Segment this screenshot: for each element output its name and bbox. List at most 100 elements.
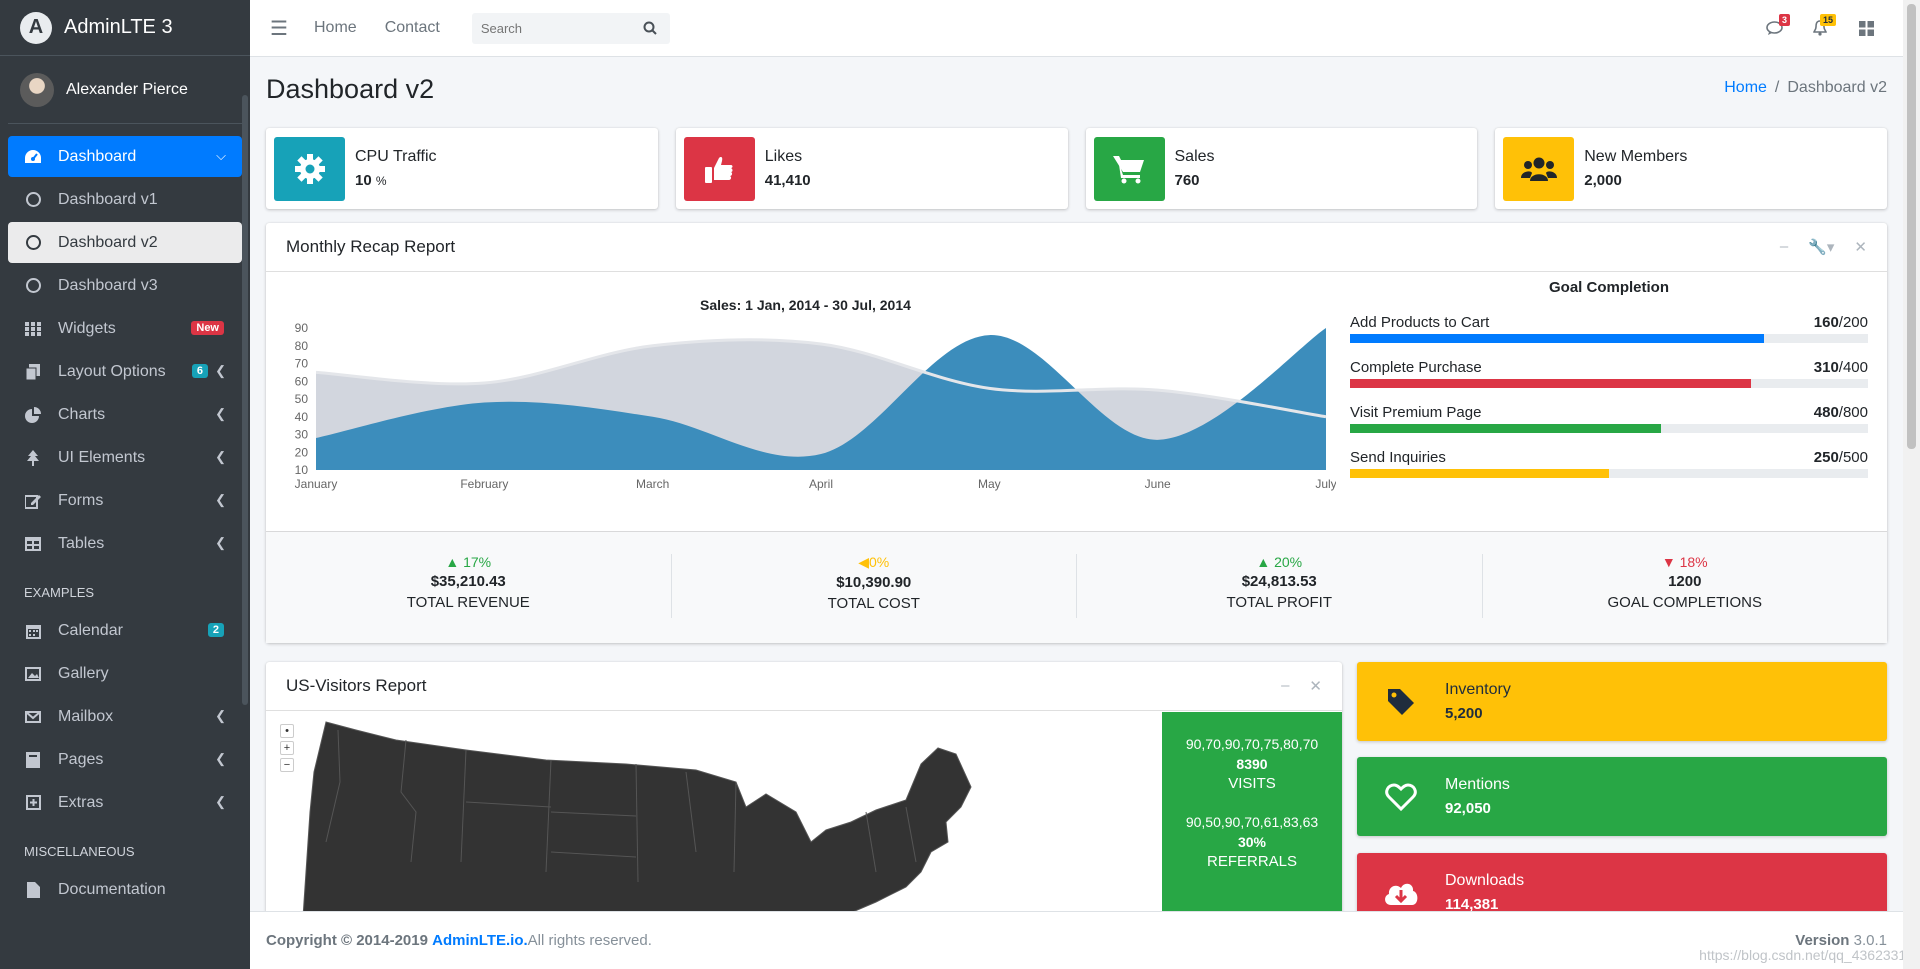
info-box-label: CPU Traffic [355,147,437,165]
sparkline-values: 90,50,90,70,61,83,63 [1185,814,1319,830]
sidebar-item-gallery[interactable]: Gallery [8,653,242,694]
info-box-members: New Members 2,000 [1495,128,1887,209]
breadcrumb: Home / Dashboard v2 [1724,79,1887,96]
notifications-icon[interactable]: 15 [1797,8,1843,48]
watermark: https://blog.csdn.net/qq_43623319 [1699,947,1914,963]
y-tick-label: 80 [295,339,309,353]
sidebar-item-layout-options[interactable]: Layout Options 6 ❮ [8,351,242,392]
referrals-label: REFERRALS [1206,853,1298,870]
adminlte-link[interactable]: AdminLTE.io. [432,932,528,949]
close-icon[interactable]: ✕ [1854,239,1867,256]
sidebar-item-label: Extras [58,793,104,811]
user-panel[interactable]: Alexander Pierce [8,56,242,124]
sidebar-item-label: Dashboard v1 [58,190,158,208]
version-info: Version 3.0.1 [1795,932,1887,949]
tag-icon [1357,687,1445,717]
close-icon[interactable]: ✕ [1309,678,1322,695]
nav-link-home[interactable]: Home [314,19,357,36]
breadcrumb-home-link[interactable]: Home [1724,79,1767,96]
sidebar-item-charts[interactable]: Charts ❮ [8,394,242,435]
sidebar-item-forms[interactable]: Forms ❮ [8,480,242,521]
book-icon [22,750,44,770]
plus-square-icon [22,793,44,813]
goal-label: Visit Premium Page [1350,404,1482,421]
x-tick-label: April [809,477,833,491]
caret-down-icon: ▼ [1661,554,1676,570]
sidebar-item-dashboard[interactable]: Dashboard ⌵ [8,136,242,177]
us-map[interactable]: • + − [266,712,1162,911]
sidebar-item-mailbox[interactable]: Mailbox ❮ [8,696,242,737]
referrals-value: 30% [1237,834,1267,850]
chevron-left-icon: ❮ [215,406,226,421]
zoom-out-icon[interactable]: − [280,758,294,772]
visits-label: VISITS [1228,775,1276,792]
navbar-right: 3 15 [1751,8,1889,48]
us-map-shape [302,721,972,911]
menu-toggle-icon[interactable]: ☰ [270,17,288,40]
messages-icon[interactable]: 3 [1751,8,1797,48]
search-input[interactable] [471,12,632,44]
caret-up-icon: ▲ [1256,554,1271,570]
th-icon [22,319,44,339]
scrollbar-thumb[interactable] [1907,4,1916,449]
y-tick-label: 40 [295,410,309,424]
search-icon[interactable] [632,13,668,44]
info-box-label: Sales [1174,147,1215,165]
goal-total: /800 [1838,404,1868,421]
count-badge: 2 [207,623,224,637]
sidebar-item-label: Layout Options [58,362,166,380]
progress-fill [1350,469,1609,478]
sidebar-item-pages[interactable]: Pages ❮ [8,739,242,780]
recap-footer: ▲ 17% $35,210.43 TOTAL REVENUE ◀0% $10,3… [266,531,1887,643]
sidebar-item-tables[interactable]: Tables ❮ [8,523,242,564]
stat-value: 1200 [1668,573,1702,590]
shopping-cart-icon [1093,136,1165,201]
sidebar-item-extras[interactable]: Extras ❮ [8,782,242,823]
stat-label: TOTAL COST [827,595,920,612]
goal-title: Goal Completion [1549,279,1669,296]
thumbs-up-icon [683,136,755,201]
card-title: Monthly Recap Report [286,237,456,256]
sidebar-item-ui-elements[interactable]: UI Elements ❮ [8,437,242,478]
sidebar-item-calendar[interactable]: Calendar 2 [8,610,242,651]
sidebar-item-documentation[interactable]: Documentation [8,869,242,910]
wrench-icon[interactable]: 🔧▾ [1808,239,1835,256]
referrals-block: 90,50,90,70,61,83,63 30% REFERRALS [1162,812,1342,872]
chart-title: Sales: 1 Jan, 2014 - 30 Jul, 2014 [700,297,911,313]
chevron-left-icon: ❮ [215,449,226,464]
y-tick-label: 90 [295,321,309,335]
goal-label: Send Inquiries [1350,449,1446,466]
us-visitors-card: US-Visitors Report – ✕ • + − [266,662,1342,911]
x-tick-label: July [1315,477,1336,491]
small-box-downloads: Downloads 114,381 [1357,853,1887,911]
sidebar-item-widgets[interactable]: Widgets New [8,308,242,349]
page-title: Dashboard v2 [266,74,435,104]
map-reset-icon[interactable]: • [280,724,294,738]
chevron-left-icon: ❮ [215,492,226,507]
brand-text: AdminLTE 3 [64,16,173,38]
minus-icon[interactable]: – [1779,238,1789,255]
circle-icon [22,190,44,210]
sidebar-item-label: Gallery [58,664,109,682]
visits-value: 8390 [1236,756,1268,772]
minus-icon[interactable]: – [1281,677,1290,694]
stat-label: GOAL COMPLETIONS [1607,594,1762,611]
series-0-line [315,338,1327,419]
grid-icon[interactable] [1843,8,1889,48]
sidebar-item-dashboard-v1[interactable]: Dashboard v1 [8,179,242,220]
page-scrollbar[interactable] [1903,0,1920,969]
sidebar-item-dashboard-v3[interactable]: Dashboard v3 [8,265,242,306]
stat-total-revenue: ▲ 17% $35,210.43 TOTAL REVENUE [266,554,672,618]
sidebar-item-dashboard-v2[interactable]: Dashboard v2 [8,222,242,263]
zoom-in-icon[interactable]: + [280,741,294,755]
users-icon [1503,136,1575,201]
sidebar-item-label: Documentation [58,880,166,898]
monthly-recap-card: Monthly Recap Report – 🔧▾ ✕ Sales: 1 Jan… [266,223,1887,643]
messages-badge: 3 [1778,14,1790,26]
version-number: 3.0.1 [1849,932,1887,949]
nav-link-contact[interactable]: Contact [384,19,440,36]
goal-item: Visit Premium Page 480/800 [1350,404,1868,433]
sidebar-scrollbar[interactable] [242,95,248,705]
brand-link[interactable]: A AdminLTE 3 [0,0,250,56]
circle-icon [22,233,44,253]
